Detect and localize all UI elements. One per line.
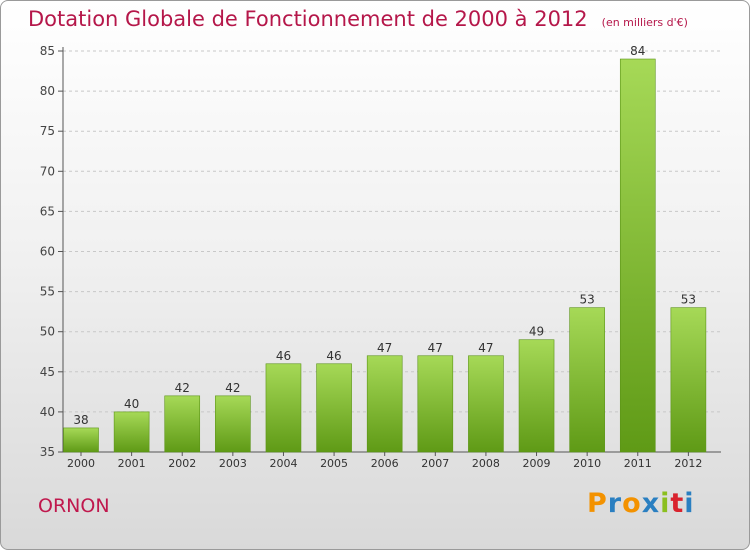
data-label: 40 bbox=[124, 397, 139, 411]
y-tick-label: 85 bbox=[40, 44, 55, 58]
x-tick-label: 2011 bbox=[624, 457, 652, 470]
x-tick-label: 2006 bbox=[371, 457, 399, 470]
proxiti-logo: Proxiti bbox=[587, 488, 695, 519]
data-label: 42 bbox=[225, 381, 240, 395]
logo-letter: i bbox=[684, 488, 695, 519]
chart-title-block: Dotation Globale de Fonctionnement de 20… bbox=[28, 7, 688, 31]
y-tick-label: 35 bbox=[40, 445, 55, 459]
bar bbox=[113, 411, 150, 453]
y-tick-label: 60 bbox=[40, 245, 55, 259]
bar bbox=[417, 355, 454, 453]
x-tick-label: 2003 bbox=[219, 457, 247, 470]
y-tick-label: 65 bbox=[40, 204, 55, 218]
x-tick-label: 2001 bbox=[118, 457, 146, 470]
bar bbox=[366, 355, 403, 453]
data-label: 46 bbox=[326, 349, 341, 363]
bar bbox=[468, 355, 504, 453]
x-tick-label: 2000 bbox=[67, 457, 95, 470]
bar bbox=[164, 395, 201, 453]
x-tick-label: 2005 bbox=[320, 457, 348, 470]
logo-letter: i bbox=[660, 488, 671, 519]
logo-letter: x bbox=[641, 488, 661, 519]
x-tick-label: 2012 bbox=[674, 457, 702, 470]
y-tick-label: 55 bbox=[40, 285, 55, 299]
x-tick-label: 2009 bbox=[523, 457, 551, 470]
chart-subtitle: (en milliers d'€) bbox=[601, 16, 688, 29]
y-tick-label: 80 bbox=[40, 84, 55, 98]
bar bbox=[518, 339, 555, 453]
x-tick-label: 2010 bbox=[573, 457, 601, 470]
data-label: 53 bbox=[580, 293, 595, 307]
x-tick-label: 2002 bbox=[168, 457, 196, 470]
bar bbox=[670, 307, 707, 453]
data-label: 46 bbox=[276, 349, 291, 363]
data-label: 53 bbox=[681, 293, 696, 307]
bar bbox=[63, 427, 99, 453]
y-tick-label: 45 bbox=[40, 365, 55, 379]
y-tick-label: 40 bbox=[40, 405, 55, 419]
y-tick-label: 70 bbox=[40, 164, 55, 178]
data-label: 47 bbox=[377, 341, 392, 355]
logo-letter: r bbox=[607, 488, 623, 519]
bar bbox=[316, 363, 352, 453]
x-tick-label: 2008 bbox=[472, 457, 500, 470]
logo-letter: P bbox=[587, 488, 608, 519]
data-label: 47 bbox=[478, 341, 493, 355]
bar bbox=[265, 363, 302, 453]
chart-title: Dotation Globale de Fonctionnement de 20… bbox=[28, 7, 588, 31]
data-label: 84 bbox=[630, 44, 645, 58]
place-name: ORNON bbox=[38, 495, 110, 517]
data-label: 42 bbox=[175, 381, 190, 395]
y-tick-label: 75 bbox=[40, 124, 55, 138]
data-label: 49 bbox=[529, 325, 544, 339]
data-label: 38 bbox=[73, 413, 88, 427]
y-tick-label: 50 bbox=[40, 325, 55, 339]
logo-letter: t bbox=[670, 488, 685, 519]
logo-letter: o bbox=[622, 488, 642, 519]
x-tick-label: 2004 bbox=[269, 457, 297, 470]
bar bbox=[619, 58, 656, 453]
x-tick-label: 2007 bbox=[421, 457, 449, 470]
bar bbox=[215, 395, 251, 453]
data-label: 47 bbox=[428, 341, 443, 355]
bar bbox=[569, 307, 605, 453]
